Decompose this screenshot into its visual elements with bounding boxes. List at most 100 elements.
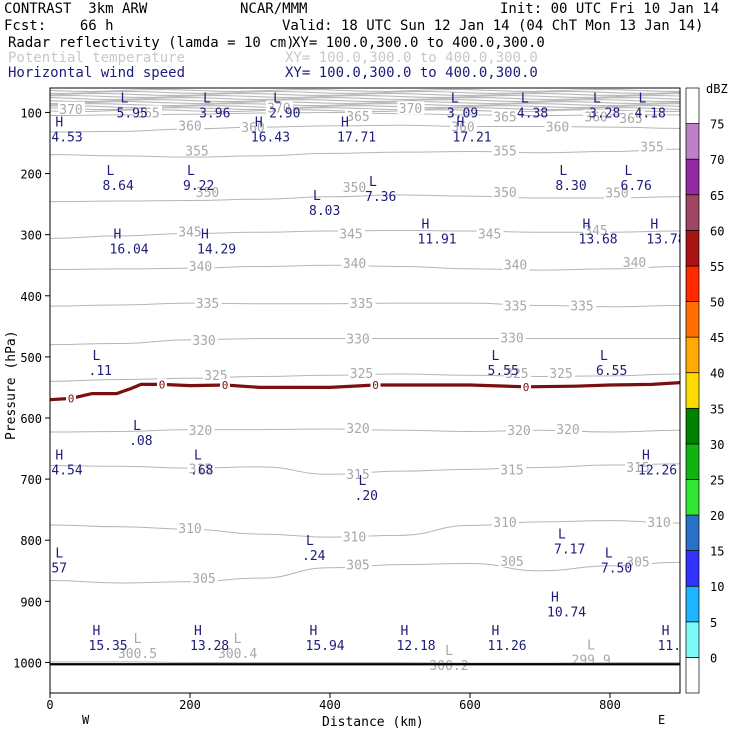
theta-label: 370 (399, 102, 422, 117)
theta-label-bg (583, 109, 610, 123)
wind-extremum-marker: H (55, 116, 63, 131)
theta-extremum-value: 300.5 (118, 647, 157, 662)
wind-extremum-marker: H (255, 116, 263, 131)
theta-label: 320 (556, 423, 579, 438)
colorbar-level-label: 35 (710, 402, 724, 416)
field-theta-xy: XY= 100.0,300.0 to 400.0,300.0 (285, 50, 538, 66)
wind-extremum-value: 7.36 (365, 190, 396, 205)
theta-label-bg (502, 257, 530, 271)
colorbar-swatch (685, 550, 700, 587)
init-time: Init: 00 UTC Fri 10 Jan 14 (500, 1, 720, 17)
wind-extremum-value: 4.18 (635, 107, 666, 122)
theta-label: 335 (504, 300, 527, 315)
colorbar-level-label: 10 (710, 580, 724, 594)
x-tick-label: 400 (319, 698, 341, 712)
theta-label: 345 (478, 227, 501, 242)
theta-contour-upper (50, 88, 680, 92)
theta-label: 335 (350, 297, 373, 312)
wind-extremum-marker: L (559, 164, 567, 179)
theta-label-bg (191, 332, 218, 346)
wind-extremum-value: 14.29 (197, 242, 236, 257)
theta-label: 335 (570, 300, 593, 315)
colorbar-unit: dBZ (706, 82, 728, 96)
colorbar-swatch (685, 443, 700, 480)
theta-label: 355 (640, 141, 663, 156)
theta-label-bg (625, 554, 652, 568)
theta-label: 330 (346, 333, 369, 348)
theta-label-bg (499, 462, 526, 476)
theta-extremum-value: 299.9 (572, 653, 611, 668)
theta-contour-300 (50, 661, 680, 664)
wind-extremum-value: 3.09 (447, 107, 478, 122)
theta-label: 305 (500, 555, 523, 570)
x-tick-label: 800 (599, 698, 621, 712)
theta-label: 310 (178, 522, 201, 537)
freezing-level-label: 0 (68, 392, 75, 405)
theta-label-bg (503, 365, 531, 379)
theta-label-bg (397, 101, 425, 115)
organization-label: NCAR/MMM (240, 1, 308, 17)
theta-label-bg (492, 143, 519, 157)
theta-label: 315 (346, 468, 369, 483)
wind-extremum-marker: L (55, 546, 63, 561)
wind-extremum-value: 5.55 (488, 364, 519, 379)
wind-extremum-value: 13.68 (579, 233, 618, 248)
east-label: E (658, 713, 665, 727)
colorbar-swatch (685, 621, 700, 658)
wind-extremum-value: 16.04 (110, 242, 149, 257)
theta-label-bg (202, 368, 230, 382)
y-tick-label: 900 (20, 595, 42, 609)
theta-label: 330 (192, 334, 215, 349)
wind-extremum-value: 15.94 (306, 639, 345, 654)
theta-label: 305 (626, 556, 649, 571)
theta-label-bg (583, 222, 610, 236)
wind-extremum-marker: L (369, 175, 377, 190)
theta-label: 370 (59, 103, 82, 118)
theta-label: 360 (241, 121, 264, 136)
theta-label: 350 (493, 186, 516, 201)
theta-label: 325 (505, 367, 528, 382)
theta-label: 350 (605, 187, 628, 202)
wind-extremum-marker: L (492, 349, 500, 364)
freezing-label-bg (370, 379, 381, 391)
theta-label-bg (569, 298, 596, 312)
wind-extremum-value: 13.78 (646, 233, 685, 248)
wind-extremum-value: 57 (51, 561, 67, 576)
wind-extremum-value: .08 (129, 434, 152, 449)
x-tick-label: 0 (46, 698, 53, 712)
theta-label: 320 (507, 424, 530, 439)
colorbar-level-label: 20 (710, 509, 724, 523)
wind-extremum-marker: H (401, 624, 409, 639)
theta-label-bg (184, 143, 211, 157)
theta-contour-upper (50, 90, 680, 94)
theta-label-bg (58, 101, 85, 115)
colorbar-level-label: 45 (710, 331, 724, 345)
theta-label-bg (604, 185, 631, 199)
theta-label-bg (639, 139, 666, 153)
freezing-label-bg (220, 379, 230, 391)
theta-label-bg (194, 296, 222, 310)
wind-extremum-marker: L (121, 92, 129, 107)
colorbar-level-label: 55 (710, 260, 724, 274)
theta-label-bg (492, 514, 519, 528)
wind-extremum-value: 11.91 (418, 233, 457, 248)
field-wind-xy: XY= 100.0,300.0 to 400.0,300.0 (285, 65, 538, 81)
colorbar-swatch (685, 479, 700, 516)
theta-label-bg (341, 529, 369, 543)
theta-label: 340 (189, 260, 212, 275)
wind-extremum-marker: H (310, 624, 318, 639)
wind-extremum-marker: L (521, 92, 529, 107)
colorbar-swatch (685, 123, 700, 160)
plot-frame (49, 87, 681, 694)
theta-label-bg (492, 109, 519, 123)
wind-extremum-marker: L (187, 164, 195, 179)
theta-label-bg (177, 521, 204, 534)
theta-label: 345 (584, 224, 607, 239)
theta-label-bg (345, 557, 372, 571)
freezing-label-bg (157, 378, 167, 391)
colorbar-level-label: 60 (710, 224, 724, 238)
theta-contour-upper (50, 92, 680, 96)
theta-label: 325 (350, 367, 373, 382)
colorbar-swatch (685, 194, 700, 231)
wind-extremum-marker: L (593, 92, 601, 107)
